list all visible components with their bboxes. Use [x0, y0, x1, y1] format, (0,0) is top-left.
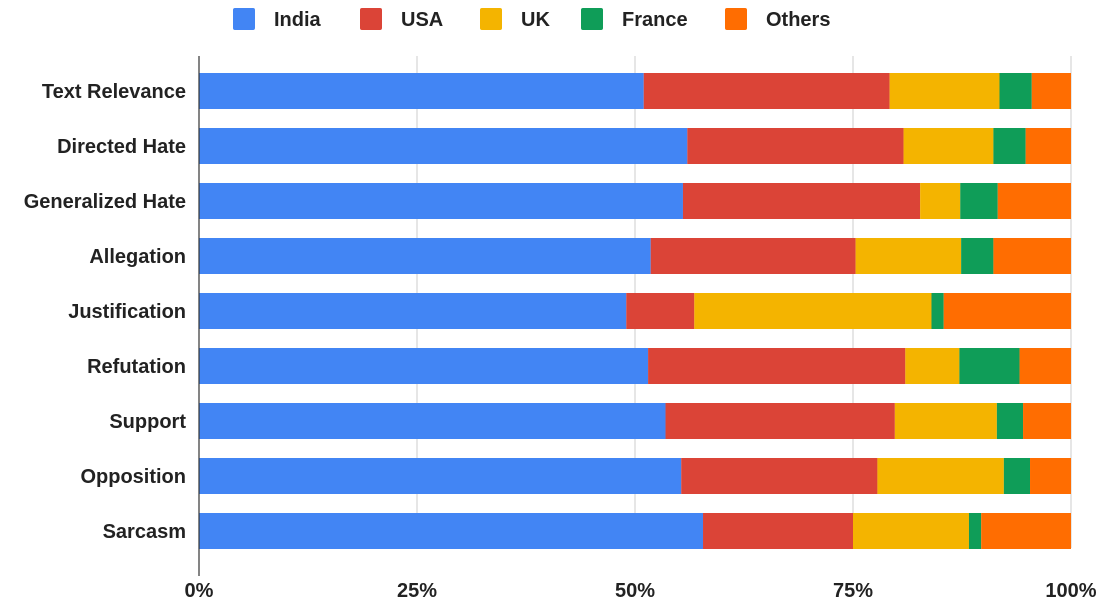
legend-swatch-usa [360, 8, 382, 30]
x-tick-label: 25% [397, 580, 437, 602]
legend-swatch-others [725, 8, 747, 30]
bar-allegation-france [961, 238, 994, 274]
bar-directed-hate-others [1025, 128, 1071, 164]
legend-label-france: France [622, 9, 688, 31]
bar-support-uk [894, 403, 997, 439]
bar-generalized-hate-uk [920, 183, 961, 219]
y-category-label: Allegation [89, 246, 186, 268]
y-category-label: Support [109, 411, 186, 433]
bar-text-relevance-others [1031, 73, 1071, 109]
bar-justification-usa [626, 293, 695, 329]
bar-refutation-uk [905, 348, 960, 384]
bar-opposition-uk [877, 458, 1004, 494]
x-tick-label: 75% [833, 580, 873, 602]
bar-support-india [199, 403, 666, 439]
y-axis-labels: Text Relevance Directed Hate Generalized H… [24, 81, 187, 543]
bar-sarcasm-france [968, 513, 982, 549]
bar-sarcasm-uk [853, 513, 969, 549]
bar-generalized-hate-others [997, 183, 1071, 219]
bar-text-relevance-uk [889, 73, 1000, 109]
x-tick-label: 100% [1045, 580, 1096, 602]
legend-swatch-uk [480, 8, 502, 30]
bar-generalized-hate-france [960, 183, 998, 219]
bar-refutation-france [959, 348, 1020, 384]
bar-sarcasm-usa [703, 513, 853, 549]
y-category-label: Opposition [80, 466, 186, 488]
bar-justification-others [943, 293, 1071, 329]
bar-justification-france [931, 293, 944, 329]
x-tick-label: 50% [615, 580, 655, 602]
bar-sarcasm-india [199, 513, 704, 549]
bar-text-relevance-india [199, 73, 644, 109]
y-category-label: Refutation [87, 356, 186, 378]
bar-text-relevance-usa [643, 73, 890, 109]
y-category-label: Text Relevance [42, 81, 186, 103]
x-axis-tick-labels: 0% 25% 50% 75% 100% [185, 580, 1097, 602]
x-tick-label: 0% [185, 580, 214, 602]
legend-label-usa: USA [401, 9, 443, 31]
bar-allegation-others [993, 238, 1071, 274]
bar-directed-hate-india [199, 128, 688, 164]
bar-allegation-usa [650, 238, 856, 274]
legend-swatch-france [581, 8, 603, 30]
bar-support-france [996, 403, 1024, 439]
bar-justification-india [199, 293, 627, 329]
bar-opposition-india [199, 458, 682, 494]
bar-opposition-france [1003, 458, 1031, 494]
bar-refutation-others [1019, 348, 1071, 384]
bar-generalized-hate-india [199, 183, 683, 219]
y-category-label: Directed Hate [57, 136, 186, 158]
bar-support-usa [665, 403, 895, 439]
bar-opposition-others [1030, 458, 1071, 494]
y-category-label: Generalized Hate [24, 191, 186, 213]
bar-generalized-hate-usa [682, 183, 921, 219]
bar-support-others [1023, 403, 1071, 439]
bar-allegation-uk [855, 238, 962, 274]
y-category-label: Sarcasm [103, 521, 186, 543]
bar-justification-uk [694, 293, 932, 329]
bars [199, 73, 1071, 549]
bar-directed-hate-france [993, 128, 1026, 164]
bar-directed-hate-usa [687, 128, 904, 164]
bar-refutation-india [199, 348, 649, 384]
y-category-label: Justification [68, 301, 186, 323]
bar-opposition-usa [681, 458, 878, 494]
legend: India USA UK France Others [233, 8, 830, 31]
legend-label-india: India [274, 9, 322, 31]
bar-sarcasm-others [981, 513, 1071, 549]
bar-text-relevance-france [999, 73, 1032, 109]
bar-directed-hate-uk [903, 128, 994, 164]
legend-swatch-india [233, 8, 255, 30]
legend-label-uk: UK [521, 9, 550, 31]
legend-label-others: Others [766, 9, 830, 31]
bar-allegation-india [199, 238, 651, 274]
bar-refutation-usa [648, 348, 906, 384]
